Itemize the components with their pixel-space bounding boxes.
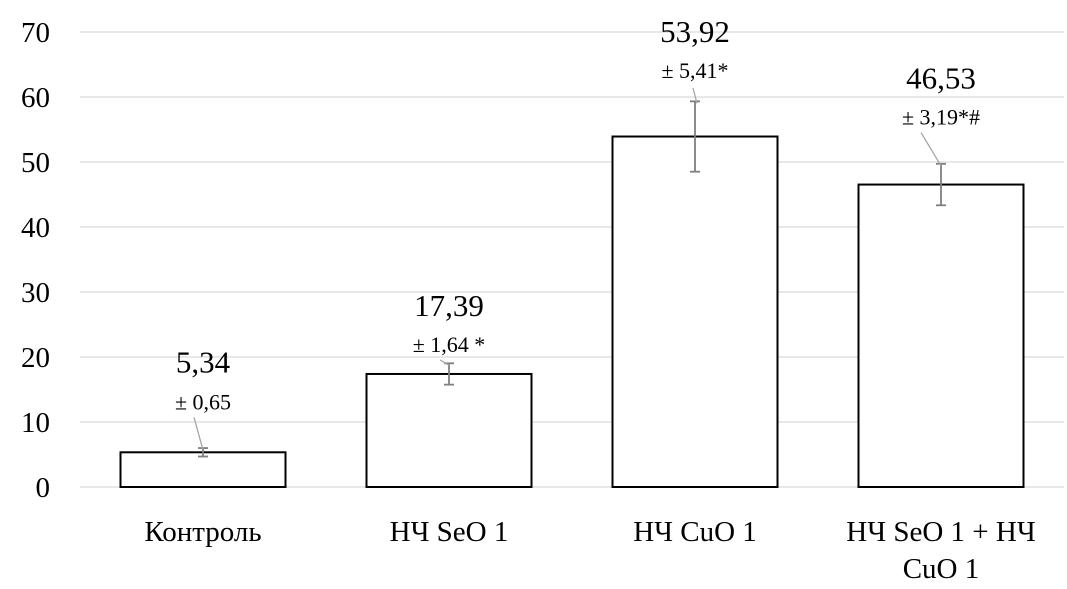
y-axis-tick-labels: 0 10 20 30 40 50 60 70 [21, 17, 50, 504]
bar [365, 372, 533, 488]
label-leader-lines [193, 87, 942, 451]
y-tick-label: 60 [21, 82, 50, 114]
x-category-label: НЧ SeO 1 + НЧ [846, 516, 1036, 548]
y-tick-label: 30 [21, 277, 50, 309]
data-label-error: ± 1,64 * [413, 332, 486, 357]
data-label-value: 46,53 [906, 61, 976, 96]
data-label-error: ± 0,65 [175, 389, 231, 414]
y-tick-label: 10 [21, 407, 50, 439]
x-category-label: НЧ CuO 1 [633, 516, 757, 548]
x-axis-category-labels: Контроль НЧ SeO 1 НЧ CuO 1 НЧ SeO 1 + НЧ CuO… [144, 516, 1035, 585]
label-leader-line [439, 359, 450, 366]
data-label-error: ± 3,19*# [902, 105, 980, 130]
bar [857, 183, 1025, 488]
label-leader-line [920, 132, 942, 167]
error-bars [198, 100, 946, 458]
x-category-label: Контроль [144, 516, 261, 548]
y-tick-label: 0 [36, 472, 51, 504]
bar [611, 135, 779, 489]
y-tick-label: 20 [21, 342, 50, 374]
y-tick-label: 70 [21, 17, 50, 49]
label-leader-line [692, 87, 698, 104]
bar [119, 451, 287, 489]
y-tick-label: 50 [21, 147, 50, 179]
data-label-value: 17,39 [414, 288, 484, 323]
x-category-label: НЧ SeO 1 [390, 516, 509, 548]
bars [119, 135, 1025, 489]
data-labels: 5,34 ± 0,65 17,39 ± 1,64 * 53,92 ± 5,41* 46,53… [175, 14, 980, 414]
data-label-error: ± 5,41* [661, 58, 728, 83]
gridlines [80, 31, 1064, 488]
data-label-value: 5,34 [176, 344, 231, 379]
y-tick-label: 40 [21, 212, 50, 244]
data-label-value: 53,92 [660, 14, 730, 49]
x-category-label: CuO 1 [903, 553, 980, 585]
label-leader-line [193, 417, 204, 451]
